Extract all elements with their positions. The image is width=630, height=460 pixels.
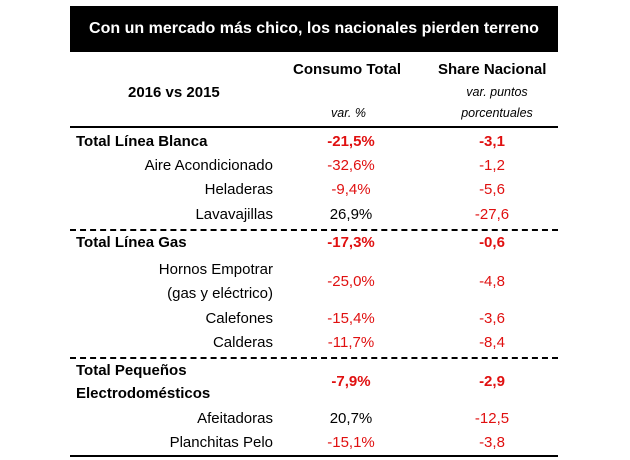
cell-share-calderas: -8,4 xyxy=(479,334,505,351)
cell-share-total-linea-gas: -0,6 xyxy=(479,234,505,251)
row-label-peq-line1: Total Pequeños xyxy=(76,362,187,379)
chart-title: Con un mercado más chico, los nacionales… xyxy=(70,6,558,52)
period-label: 2016 vs 2015 xyxy=(128,84,220,101)
col2-subheader-1: var. puntos xyxy=(466,85,528,99)
cell-share-aire: -1,2 xyxy=(479,157,505,174)
col1-header: Consumo Total xyxy=(293,61,402,78)
section-divider-1 xyxy=(70,229,558,231)
cell-share-planchitas: -3,8 xyxy=(479,434,505,451)
row-label-total-linea-gas: Total Línea Gas xyxy=(76,234,187,251)
cell-share-total-pequenos: -2,9 xyxy=(479,373,505,390)
col2-header: Share Nacional xyxy=(438,61,547,78)
row-label-planchitas: Planchitas Pelo xyxy=(169,434,273,451)
cell-share-hornos: -4,8 xyxy=(479,273,505,290)
cell-share-heladeras: -5,6 xyxy=(479,181,505,198)
cell-share-total-linea-blanca: -3,1 xyxy=(479,133,505,150)
row-label-aire: Aire Acondicionado xyxy=(144,157,273,174)
row-label-heladeras: Heladeras xyxy=(204,181,273,198)
cell-consumo-aire: -32,6% xyxy=(327,157,375,174)
cell-share-lavavajillas: -27,6 xyxy=(474,206,510,223)
row-label-lavavajillas: Lavavajillas xyxy=(195,206,273,223)
col2-subheader-2: porcentuales xyxy=(461,106,533,120)
row-label-hornos-line2: (gas y eléctrico) xyxy=(167,285,273,302)
row-label-calderas: Calderas xyxy=(212,334,273,351)
cell-consumo-lavavajillas: 26,9% xyxy=(329,206,373,223)
cell-consumo-hornos: -25,0% xyxy=(327,273,375,290)
cell-consumo-total-pequenos: -7,9% xyxy=(331,373,371,390)
cell-consumo-afeitadoras: 20,7% xyxy=(329,410,373,427)
cell-share-afeitadoras: -12,5 xyxy=(474,410,510,427)
cell-consumo-total-linea-gas: -17,3% xyxy=(327,234,375,251)
cell-consumo-planchitas: -15,1% xyxy=(327,434,375,451)
row-label-hornos-line1: Hornos Empotrar xyxy=(158,261,273,278)
row-label-calefones: Calefones xyxy=(205,310,273,327)
row-label-peq-line2: Electrodomésticos xyxy=(76,385,211,402)
row-label-total-linea-blanca: Total Línea Blanca xyxy=(76,133,208,150)
cell-share-calefones: -3,6 xyxy=(479,310,505,327)
section-divider-2 xyxy=(70,357,558,359)
cell-consumo-calefones: -15,4% xyxy=(327,310,375,327)
cell-consumo-total-linea-blanca: -21,5% xyxy=(327,133,375,150)
row-label-afeitadoras: Afeitadoras xyxy=(197,410,273,427)
col1-subheader: var. % xyxy=(331,106,366,120)
cell-consumo-heladeras: -9,4% xyxy=(331,181,371,198)
header-rule xyxy=(70,126,558,128)
bottom-rule xyxy=(70,455,558,457)
cell-consumo-calderas: -11,7% xyxy=(327,334,375,351)
